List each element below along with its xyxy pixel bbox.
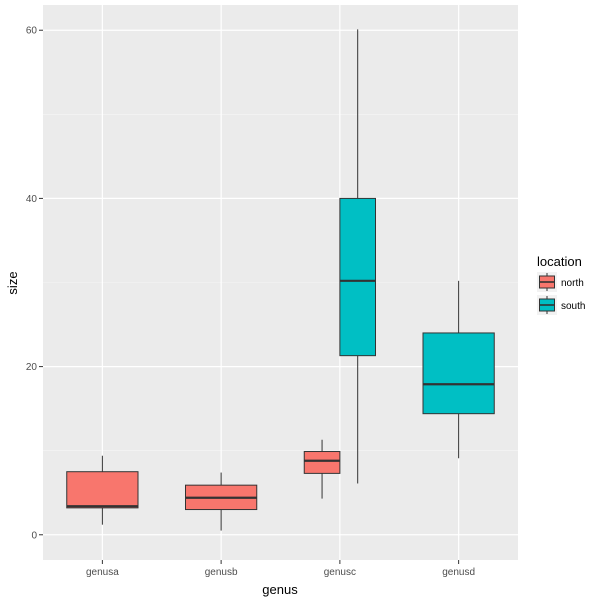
x-tick-label: genusa bbox=[86, 567, 119, 578]
y-tick-label: 40 bbox=[26, 194, 38, 205]
box-body bbox=[339, 197, 376, 357]
legend-key-south: south bbox=[537, 295, 585, 315]
y-tick-label: 20 bbox=[26, 362, 38, 373]
legend-label: south bbox=[561, 301, 585, 312]
box-body bbox=[422, 332, 495, 415]
box-genusc-north bbox=[303, 439, 341, 499]
boxes-layer bbox=[66, 29, 495, 531]
y-axis: 0 20 40 60 bbox=[26, 26, 43, 541]
x-axis: genusa genusb genusc genusd bbox=[86, 560, 475, 578]
x-axis-title: genus bbox=[262, 582, 298, 597]
box-genusc-south bbox=[339, 29, 376, 484]
box-genusd-south bbox=[422, 280, 495, 459]
x-tick-label: genusb bbox=[205, 567, 238, 578]
y-axis-title: size bbox=[5, 271, 20, 294]
y-tick-label: 0 bbox=[31, 530, 37, 541]
legend: location north south bbox=[537, 254, 585, 315]
box-genusb-north bbox=[185, 472, 258, 531]
x-tick-label: genusd bbox=[442, 567, 475, 578]
legend-label: north bbox=[561, 278, 584, 289]
box-body bbox=[66, 471, 139, 509]
legend-key-north: north bbox=[537, 272, 584, 292]
y-tick-label: 60 bbox=[26, 26, 38, 37]
box-body bbox=[303, 451, 341, 474]
box-genusa-north bbox=[66, 455, 139, 525]
x-tick-label: genusc bbox=[324, 567, 356, 578]
legend-title: location bbox=[537, 254, 582, 269]
